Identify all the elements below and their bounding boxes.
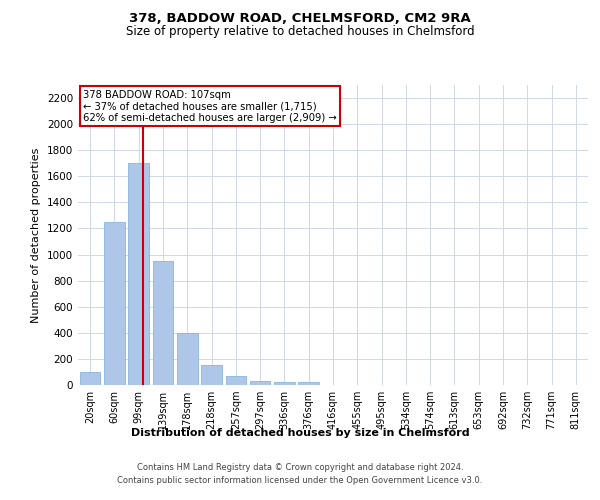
Bar — [80, 372, 100, 385]
Bar — [104, 222, 125, 385]
Bar — [152, 261, 173, 385]
Text: Size of property relative to detached houses in Chelmsford: Size of property relative to detached ho… — [125, 25, 475, 38]
Text: 378 BADDOW ROAD: 107sqm
← 37% of detached houses are smaller (1,715)
62% of semi: 378 BADDOW ROAD: 107sqm ← 37% of detache… — [83, 90, 337, 122]
Bar — [250, 381, 271, 385]
Text: Distribution of detached houses by size in Chelmsford: Distribution of detached houses by size … — [131, 428, 469, 438]
Text: 378, BADDOW ROAD, CHELMSFORD, CM2 9RA: 378, BADDOW ROAD, CHELMSFORD, CM2 9RA — [129, 12, 471, 26]
Y-axis label: Number of detached properties: Number of detached properties — [31, 148, 41, 322]
Bar — [201, 366, 222, 385]
Bar — [177, 333, 197, 385]
Bar — [226, 376, 246, 385]
Text: Contains HM Land Registry data © Crown copyright and database right 2024.: Contains HM Land Registry data © Crown c… — [137, 462, 463, 471]
Bar — [128, 164, 149, 385]
Bar — [298, 382, 319, 385]
Text: Contains public sector information licensed under the Open Government Licence v3: Contains public sector information licen… — [118, 476, 482, 485]
Bar — [274, 382, 295, 385]
